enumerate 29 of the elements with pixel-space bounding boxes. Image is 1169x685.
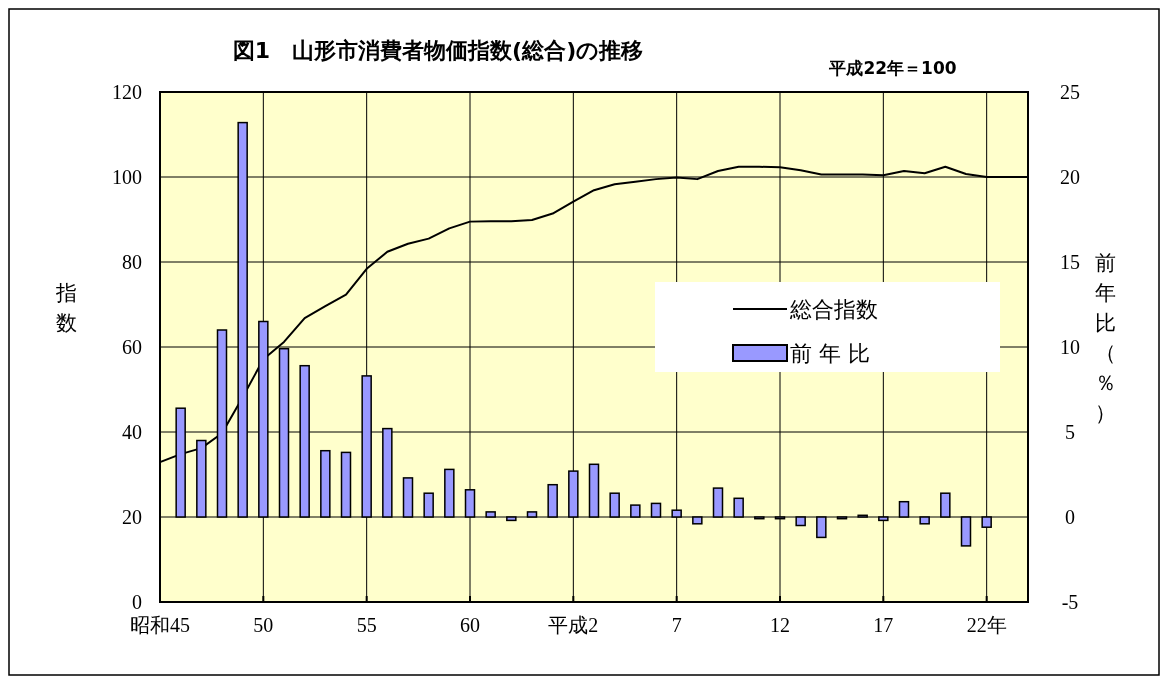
x-tick-label: 平成2 (548, 614, 599, 636)
y2-tick-label: 15 (1060, 251, 1080, 273)
y-tick-label: 60 (122, 336, 142, 358)
y-tick-label: 40 (122, 421, 142, 443)
y2-axis-title: 前年比（％） (1094, 251, 1116, 425)
chart-title: 図1 山形市消費者物価指数(総合)の推移 (232, 38, 644, 63)
y-tick-label: 120 (112, 81, 142, 103)
x-tick-label: 60 (460, 614, 480, 636)
y2-tick-label: 25 (1060, 81, 1080, 103)
y-tick-label: 20 (122, 506, 142, 528)
x-tick-label: 昭和45 (130, 614, 190, 636)
x-tick-label: 12 (770, 614, 790, 636)
x-tick-label: 17 (873, 614, 894, 636)
y2-tick-label: 10 (1060, 336, 1080, 358)
y-tick-label: 0 (132, 591, 142, 613)
y2-tick-label: 20 (1060, 166, 1080, 188)
x-tick-label: 22年 (966, 614, 1007, 636)
chart-subtitle: 平成22年＝100 (828, 58, 957, 78)
x-tick-label: 55 (356, 614, 377, 636)
x-tick-label: 7 (671, 614, 682, 636)
legend-label: 総合指数 (789, 296, 878, 322)
legend-label: 前 年 比 (790, 340, 870, 366)
y-tick-label: 80 (122, 251, 142, 273)
y2-tick-label: 0 (1065, 506, 1075, 528)
y-axis-title: 指数 (54, 281, 77, 335)
x-tick-label: 50 (253, 614, 274, 636)
y2-tick-label: 5 (1065, 421, 1075, 443)
y-tick-label: 100 (112, 166, 142, 188)
y2-tick-label: -5 (1061, 591, 1079, 613)
